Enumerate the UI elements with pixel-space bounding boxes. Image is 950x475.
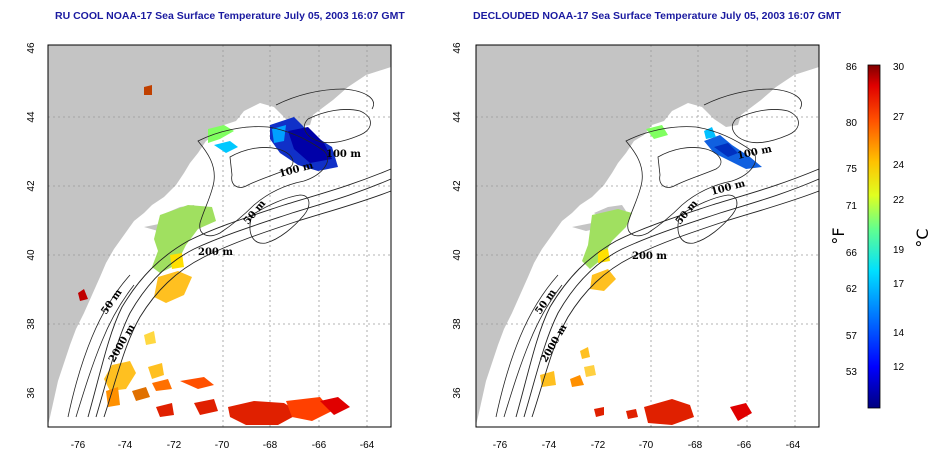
y-tick-label: 46	[26, 42, 37, 54]
celsius-tick-label: 17	[893, 279, 905, 290]
y-tick-label: 40	[26, 249, 37, 261]
y-tick-label: 42	[26, 180, 37, 192]
x-tick-label: -72	[591, 440, 606, 451]
celsius-tick-label: 14	[893, 328, 905, 339]
y-tick-label: 36	[26, 387, 37, 399]
y-tick-label: 36	[452, 387, 463, 399]
y-tick-label: 40	[452, 249, 463, 261]
x-tick-label: -68	[688, 440, 703, 451]
celsius-tick-label: 12	[893, 362, 905, 373]
x-tick-label: -66	[312, 440, 327, 451]
celsius-ticks: 30 27 24 22 19 17 14 12	[893, 62, 905, 373]
fahrenheit-tick-label: 71	[846, 201, 858, 212]
y-tick-label: 38	[452, 318, 463, 330]
x-tick-label: -74	[118, 440, 133, 451]
x-tick-label: -76	[71, 440, 86, 451]
x-tick-label: -64	[786, 440, 801, 451]
right-x-axis: -76 -74 -72 -70 -68 -66 -64	[493, 440, 801, 451]
x-tick-label: -70	[215, 440, 230, 451]
fahrenheit-tick-label: 66	[846, 248, 858, 259]
celsius-tick-label: 24	[893, 160, 905, 171]
x-tick-label: -76	[493, 440, 508, 451]
x-tick-label: -70	[639, 440, 654, 451]
sst-patches-left	[78, 85, 350, 425]
celsius-tick-label: 27	[893, 112, 905, 123]
celsius-tick-label: 22	[893, 195, 905, 206]
fahrenheit-ticks: 86 80 75 71 66 62 57 53	[846, 62, 858, 378]
x-tick-label: -72	[167, 440, 182, 451]
left-y-axis: 36 38 40 42 44 46	[26, 42, 37, 399]
colorbar: 86 80 75 71 66 62 57 53 30 27 24 22 19 1…	[829, 62, 932, 409]
sst-patches-right	[540, 125, 762, 425]
fahrenheit-tick-label: 53	[846, 367, 858, 378]
fahrenheit-tick-label: 75	[846, 164, 858, 175]
celsius-tick-label: 30	[893, 62, 905, 73]
left-x-axis: -76 -74 -72 -70 -68 -66 -64	[71, 440, 375, 451]
y-tick-label: 44	[26, 111, 37, 123]
left-map-panel: 100 m 50 m 200 m 50 m 2000 m 100 m	[47, 44, 392, 428]
fahrenheit-unit-label: °F	[829, 227, 848, 244]
right-map-title: DECLOUDED NOAA-17 Sea Surface Temperatur…	[473, 10, 842, 22]
y-tick-label: 44	[452, 111, 463, 123]
x-tick-label: -74	[542, 440, 557, 451]
y-tick-label: 42	[452, 180, 463, 192]
right-map-panel: 100 m 100 m 50 m 200 m 50 m 2000 m	[475, 44, 820, 428]
y-tick-label: 38	[26, 318, 37, 330]
x-tick-label: -66	[737, 440, 752, 451]
celsius-tick-label: 19	[893, 245, 905, 256]
x-tick-label: -68	[263, 440, 278, 451]
contour-label: 100 m	[326, 149, 361, 160]
contour-label: 200 m	[198, 247, 233, 258]
fahrenheit-tick-label: 80	[846, 118, 858, 129]
contour-label: 200 m	[632, 251, 667, 262]
x-tick-label: -64	[360, 440, 375, 451]
celsius-unit-label: °C	[913, 228, 932, 247]
y-tick-label: 46	[452, 42, 463, 54]
left-map-title: RU COOL NOAA-17 Sea Surface Temperature …	[55, 10, 405, 22]
right-y-axis: 36 38 40 42 44 46	[452, 42, 463, 399]
fahrenheit-tick-label: 62	[846, 284, 858, 295]
fahrenheit-tick-label: 86	[846, 62, 858, 73]
fahrenheit-tick-label: 57	[846, 331, 858, 342]
